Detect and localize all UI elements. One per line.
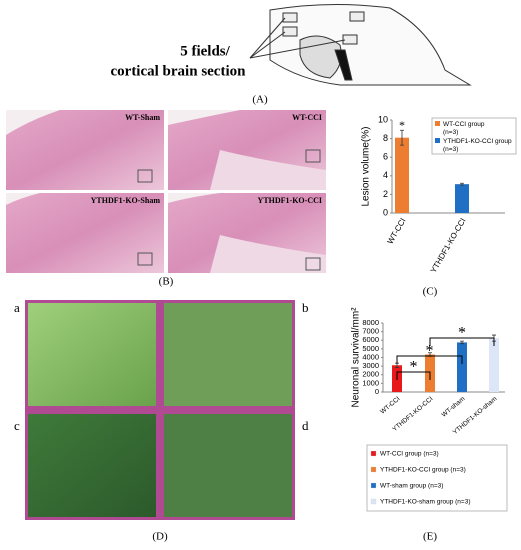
y-tick-label: 2000 [362, 370, 379, 379]
y-tick-label: 1000 [362, 378, 379, 387]
legend-swatch [370, 482, 377, 489]
annotation: * [410, 359, 418, 376]
legend-swatch [370, 466, 377, 473]
legend-label: WT-sham group (n=3) [380, 483, 443, 490]
y-tick-label: 0 [375, 387, 379, 396]
y-tick-label: 3000 [362, 361, 379, 370]
panel-label: (E) [423, 531, 437, 543]
y-tick-label: 10 [378, 114, 388, 124]
y-tick-label: 6 [383, 152, 388, 162]
annotation: * [458, 325, 466, 342]
legend-swatch [370, 498, 377, 505]
annotation: * [399, 118, 405, 132]
significance-bracket [429, 337, 495, 346]
image-label: c [14, 418, 20, 433]
bar [455, 184, 469, 213]
legend-box [431, 117, 517, 155]
legend-label: YTHDF1-KO-sham group (n=3) [380, 499, 471, 506]
x-tick-label: WT-CCI [379, 395, 401, 415]
y-axis-label: Lesion volume(%) [361, 126, 372, 206]
error-bar [460, 340, 464, 345]
legend-label: WT-CCI group (n=3) [443, 121, 485, 136]
he-images [6, 110, 326, 273]
error-bar [400, 129, 404, 146]
panel-label: (A) [252, 94, 268, 106]
image-label: WT-Sham [125, 113, 160, 122]
legend-box [366, 444, 508, 512]
image-label: YTHDF1-KO-CCI [258, 196, 322, 205]
y-tick-label: 6000 [362, 335, 379, 344]
bar [457, 342, 467, 392]
y-tick-label: 4000 [362, 352, 379, 361]
annotation: * [426, 343, 434, 360]
legend-swatch [435, 138, 440, 143]
micro-images [25, 300, 295, 520]
image-label: YTHDF1-KO-Sham [91, 196, 161, 205]
panel-label: (C) [423, 286, 438, 298]
y-tick-label: 7000 [362, 327, 379, 336]
y-tick-label: 8000 [362, 318, 379, 327]
legend-swatch [370, 450, 377, 457]
y-tick-label: 2 [383, 189, 388, 199]
legend-label: YTHDF1-KO-CCI group (n=3) [380, 467, 466, 474]
y-tick-label: 0 [383, 207, 388, 217]
brain-diagram [249, 3, 472, 86]
bar [395, 137, 409, 213]
y-tick-label: 5000 [362, 344, 379, 353]
legend-label: WT-CCI group (n=3) [380, 451, 439, 458]
y-tick-label: 4 [383, 170, 388, 180]
image-label: a [14, 300, 20, 315]
x-tick-label: WT-sham [441, 395, 467, 418]
x-tick-label: YTHDF1-KO-CCI [429, 217, 468, 275]
y-tick-label: 8 [383, 133, 388, 143]
significance-bracket [396, 355, 463, 364]
image-label: d [302, 418, 309, 433]
significance-bracket [396, 371, 431, 380]
x-tick-label: WT-CCI [386, 217, 408, 246]
panel-a-text: 5 fields/ [180, 43, 230, 59]
panel-label: (D) [152, 531, 168, 543]
legend-label: YTHDF1-KO-CCI group (n=3) [443, 138, 512, 153]
image-label: WT-CCI [292, 113, 322, 122]
he-image [6, 193, 164, 273]
panel-a-text: cortical brain section [111, 63, 247, 79]
panel-label: (B) [159, 276, 174, 288]
error-bar [460, 182, 464, 186]
image-label: b [302, 300, 309, 315]
legend-swatch [435, 121, 440, 126]
bar [489, 338, 499, 392]
y-axis-label: Neuronal survival/mm² [351, 307, 362, 408]
